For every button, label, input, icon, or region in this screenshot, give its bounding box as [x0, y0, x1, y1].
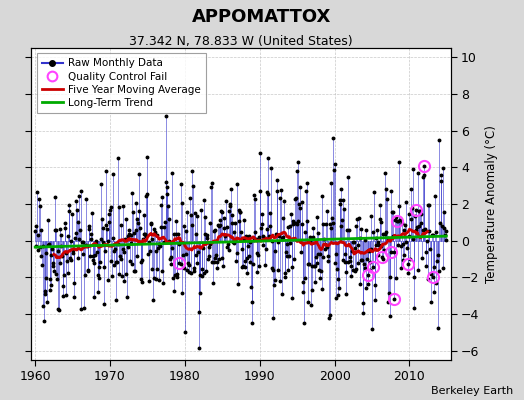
- Title: 37.342 N, 78.833 W (United States): 37.342 N, 78.833 W (United States): [129, 35, 353, 48]
- Text: Berkeley Earth: Berkeley Earth: [431, 386, 514, 396]
- Text: APPOMATTOX: APPOMATTOX: [192, 8, 332, 26]
- Legend: Raw Monthly Data, Quality Control Fail, Five Year Moving Average, Long-Term Tren: Raw Monthly Data, Quality Control Fail, …: [37, 53, 206, 113]
- Y-axis label: Temperature Anomaly (°C): Temperature Anomaly (°C): [485, 125, 498, 283]
